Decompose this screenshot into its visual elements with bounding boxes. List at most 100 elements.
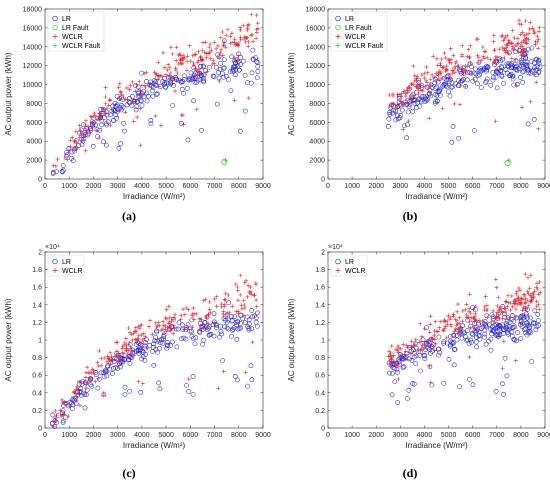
lr-point (94, 127, 100, 132)
wclr-point (208, 310, 213, 315)
wclr-point (457, 321, 462, 326)
lr-point (525, 121, 531, 127)
lr-point (432, 86, 438, 91)
wclr-point (96, 364, 101, 369)
lr-point (255, 310, 260, 316)
lr-point (211, 74, 217, 79)
y-tick-label: 1.2 (315, 320, 325, 327)
wclr-point (156, 77, 160, 82)
lr-point (498, 58, 503, 64)
wclr-point (534, 304, 539, 309)
wclr-point (396, 92, 401, 97)
wclr-point (440, 76, 445, 80)
y-tick-label: 8000 (309, 101, 325, 108)
lr-point (200, 76, 206, 81)
wclr-point (197, 70, 201, 74)
wclr-point (446, 313, 451, 318)
wclr-point (60, 397, 64, 402)
lr-point (537, 64, 543, 70)
wclr-point (445, 68, 450, 73)
lr-point (157, 386, 163, 392)
lr-point (510, 324, 516, 330)
chart-panel: 0 1000 2000 3000 4000 5000 6000 7000 8000 9000 0 20… (287, 7, 550, 224)
wclr-point (214, 294, 219, 299)
lr-point (526, 322, 531, 328)
legend-marker (335, 24, 341, 31)
wclr-point (428, 380, 433, 385)
wclr-point (493, 119, 498, 124)
wclr-point (449, 324, 454, 329)
wclr-point (482, 56, 486, 61)
lr-point (210, 73, 216, 79)
lr-point (405, 396, 410, 401)
lr-point (387, 370, 392, 376)
lr-point (413, 341, 418, 347)
wclr-point (415, 348, 420, 353)
wclr-point (233, 282, 238, 287)
wclr-point (453, 327, 458, 331)
wclr-point (106, 356, 111, 361)
lr-point (230, 66, 236, 72)
wclr-point (161, 50, 166, 55)
lr-point (76, 143, 82, 148)
wclr-point (415, 74, 420, 79)
wclr-point (175, 71, 180, 75)
wclr-point (142, 71, 147, 76)
lr-point (412, 350, 417, 356)
x-axis-label: Irradiance (W/m²) (405, 192, 468, 201)
wclr-point (533, 39, 538, 44)
wclr-point (425, 80, 430, 85)
wclr-point (536, 302, 541, 307)
lr-point (191, 98, 196, 104)
wclr-point (168, 328, 173, 333)
wclr-point (152, 70, 157, 75)
lr-point (139, 356, 144, 362)
lr-point (63, 415, 68, 420)
lr-point (447, 343, 453, 349)
lr-point (183, 327, 189, 333)
lr-point (70, 396, 76, 402)
lr-point (184, 85, 190, 91)
lr-point (169, 339, 175, 345)
wclr-point (162, 331, 166, 336)
lr-point (246, 325, 252, 331)
lr-point (116, 145, 122, 151)
lr-point (449, 339, 455, 345)
wclr-point (399, 91, 404, 96)
lr-point (483, 341, 489, 347)
wclr-point (518, 288, 522, 293)
wclr-point (414, 76, 419, 81)
wclr-point (423, 339, 427, 344)
lr-point (144, 79, 149, 84)
lr-point (444, 74, 450, 80)
wclr-point (116, 85, 121, 90)
wclr-point (182, 327, 187, 332)
wclr-point (492, 48, 497, 53)
wclr-point (105, 106, 110, 111)
scatter-points (385, 18, 543, 166)
wclr-point (236, 53, 241, 58)
wclr-point (165, 325, 170, 330)
wclr-point (485, 315, 490, 320)
wclr-point (514, 289, 519, 294)
wclr-point (401, 342, 406, 347)
lr-point (242, 72, 248, 78)
lr-point (494, 85, 500, 91)
wclr-point (178, 317, 183, 322)
wclr-point (236, 298, 240, 303)
wclr-point (525, 289, 530, 294)
lr-point (199, 127, 204, 133)
wclr-point (419, 347, 424, 351)
wclr-point (393, 110, 398, 115)
lr-point (181, 91, 187, 96)
wclr-point (452, 329, 457, 334)
wclr-point (472, 326, 477, 331)
wclr-point (536, 126, 541, 131)
lr-point (521, 315, 527, 320)
wclr-point (221, 369, 226, 374)
lr-point (90, 143, 96, 149)
lr-point (218, 329, 224, 334)
wclr-point (519, 296, 523, 301)
lr-point (108, 112, 114, 118)
wclr-point (114, 340, 119, 345)
